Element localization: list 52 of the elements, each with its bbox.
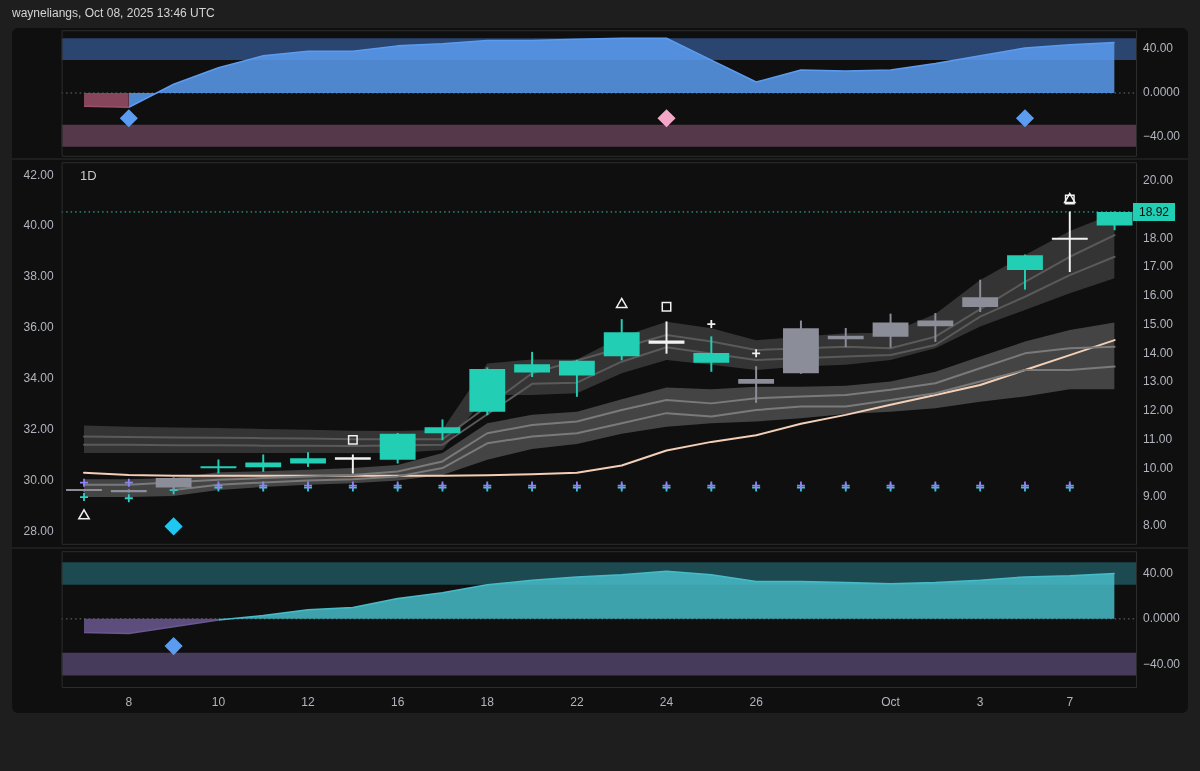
y2-tick-label: 42.00 [23,167,54,182]
y2-tick-label: 32.00 [23,422,54,437]
y-tick-label: 0.0000 [1143,85,1181,100]
y-tick-label: 16.00 [1143,288,1174,303]
x-tick-label: 3 [976,694,984,709]
x-tick-label: 26 [749,694,764,709]
y2-tick-label: 34.00 [23,371,54,386]
y-tick-label: 20.00 [1143,173,1174,188]
x-tick-label: 22 [570,694,584,709]
point [123,493,134,504]
y2-tick-label: 38.00 [23,269,54,284]
y-tick-label: 13.00 [1143,374,1174,389]
chart-title: wayneliangs, Oct 08, 2025 13:46 UTC [12,6,215,21]
point [347,434,358,445]
y-tick-label: 10.00 [1143,460,1174,475]
y-tick-label: 15.00 [1143,316,1174,331]
x-tick-label: 18 [480,694,495,709]
point [79,492,89,502]
y-tick-label: 0.0000 [1143,611,1181,626]
y-tick-label: 12.00 [1143,403,1174,418]
point [615,297,628,309]
y-tick-label: −40.00 [1143,129,1181,144]
ref-line-label: 18.92 [1139,204,1170,219]
y-tick-label: 40.00 [1143,41,1174,56]
x-tick-label: 10 [211,694,226,709]
x-tick-label: Oct [881,694,901,709]
x-tick-label: 7 [1066,694,1074,709]
y-tick-label: 9.00 [1143,489,1167,504]
point [79,477,89,488]
point [164,517,183,536]
chart-title: 1D [80,168,97,184]
candlestick [200,459,237,474]
y-tick-label: 17.00 [1143,259,1174,274]
point [123,477,134,488]
y-tick-label: 40.00 [1143,565,1174,580]
y2-tick-label: 36.00 [23,320,54,335]
candlestick [1051,211,1088,273]
x-tick-label: 8 [125,694,133,709]
x-tick-label: 16 [390,694,405,709]
y2-tick-label: 30.00 [23,473,54,488]
y-tick-label: 18.00 [1143,230,1174,245]
x-tick-label: 24 [659,694,674,709]
point [78,509,90,520]
candlestick [334,454,371,474]
y2-tick-label: 40.00 [23,218,54,233]
point [661,301,672,312]
y-tick-label: 14.00 [1143,345,1174,360]
x-tick-label: 12 [301,694,316,709]
y-tick-label: −40.00 [1143,656,1181,671]
y-tick-label: 11.00 [1143,431,1173,446]
y2-tick-label: 28.00 [23,524,54,539]
y-tick-label: 8.00 [1143,518,1167,533]
